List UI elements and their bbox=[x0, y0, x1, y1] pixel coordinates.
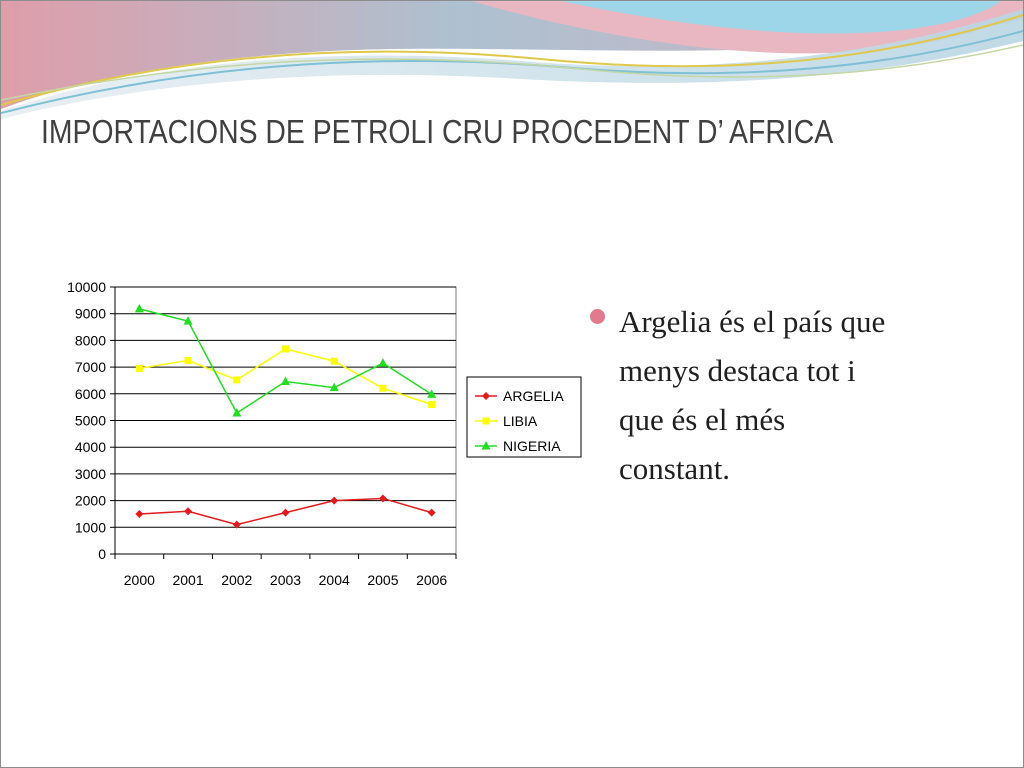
data-point-argelia bbox=[281, 508, 290, 517]
data-point-nigeria bbox=[232, 408, 242, 417]
x-tick-label: 2006 bbox=[416, 572, 447, 588]
x-tick-label: 2004 bbox=[319, 572, 350, 588]
data-point-nigeria bbox=[183, 316, 193, 325]
x-tick-label: 2003 bbox=[270, 572, 301, 588]
data-point-nigeria bbox=[134, 303, 144, 313]
bullet-marker bbox=[590, 309, 605, 324]
legend-label-argelia: ARGELIA bbox=[503, 388, 564, 404]
line-chart: 0 1000 2000 3000 4000 5000 6000 7000 8000 9000 100… bbox=[67, 279, 582, 588]
y-tick-label: 5000 bbox=[75, 413, 106, 429]
data-point-nigeria bbox=[281, 376, 290, 386]
legend-marker-argelia bbox=[482, 392, 490, 400]
data-point-argelia bbox=[427, 508, 436, 517]
y-tick-label: 0 bbox=[98, 546, 106, 562]
y-tick-label: 9000 bbox=[75, 306, 106, 322]
data-point-libia bbox=[233, 376, 241, 384]
x-tick-label: 2002 bbox=[221, 572, 252, 588]
y-tick-label: 1000 bbox=[75, 519, 106, 535]
data-point-nigeria bbox=[378, 358, 388, 367]
y-tick-label: 8000 bbox=[75, 332, 106, 348]
y-tick-label: 3000 bbox=[75, 466, 106, 482]
bullet-line: Argelia és el país que bbox=[619, 304, 886, 339]
data-point-libia bbox=[330, 357, 338, 365]
data-point-libia bbox=[428, 400, 436, 408]
x-tick-label: 2005 bbox=[367, 572, 398, 588]
data-point-nigeria bbox=[329, 382, 339, 392]
y-tick-label: 4000 bbox=[75, 439, 106, 455]
data-point-argelia bbox=[330, 496, 339, 505]
decorative-banner bbox=[1, 1, 1023, 119]
data-point-argelia bbox=[184, 507, 193, 516]
legend-marker-libia bbox=[482, 417, 490, 425]
data-point-libia bbox=[379, 384, 387, 392]
slide-title: IMPORTACIONS DE PETROLI CRU PROCEDENT D’… bbox=[41, 113, 834, 150]
data-point-argelia bbox=[378, 494, 387, 503]
x-tick-label: 2000 bbox=[124, 572, 155, 588]
legend-label-nigeria: NIGERIA bbox=[503, 438, 561, 454]
data-point-libia bbox=[184, 356, 192, 364]
data-point-argelia bbox=[232, 520, 241, 529]
legend-marker-nigeria bbox=[481, 441, 491, 450]
bullet-line: menys destaca tot i bbox=[619, 353, 856, 388]
y-tick-label: 10000 bbox=[67, 279, 106, 295]
data-point-libia bbox=[135, 364, 143, 372]
data-point-argelia bbox=[135, 509, 144, 518]
y-tick-label: 2000 bbox=[75, 493, 106, 509]
y-tick-label: 6000 bbox=[75, 386, 106, 402]
x-tick-label: 2001 bbox=[172, 572, 203, 588]
data-point-libia bbox=[282, 345, 289, 353]
bullet-text: Argelia és el país que menys destaca tot… bbox=[591, 297, 951, 493]
legend-label-libia: LIBIA bbox=[503, 413, 538, 429]
bullet-line: que és el més bbox=[619, 402, 786, 437]
data-point-nigeria bbox=[427, 389, 437, 398]
bullet-line: constant. bbox=[619, 451, 731, 486]
y-tick-label: 7000 bbox=[75, 359, 106, 375]
